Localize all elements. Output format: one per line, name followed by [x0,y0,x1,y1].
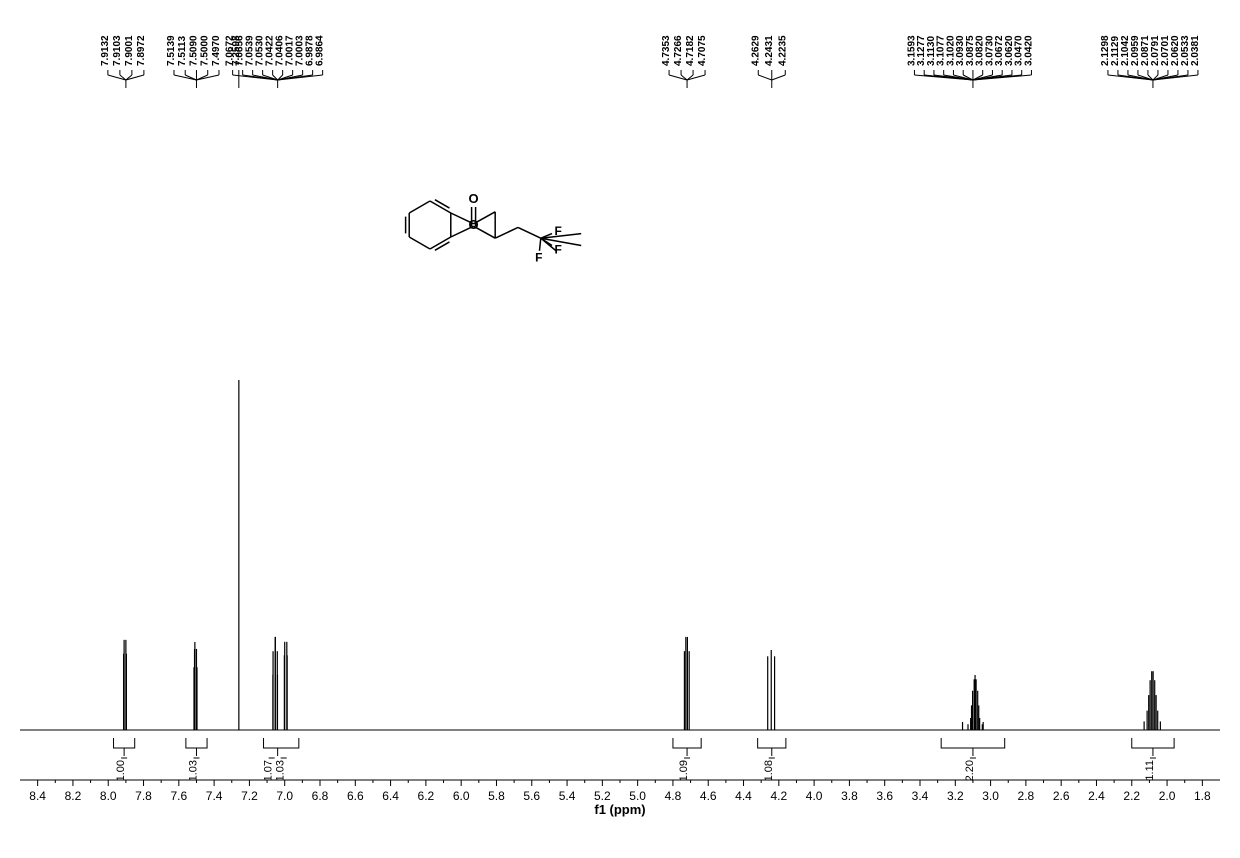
axis-tick-label: 8.0 [100,789,117,803]
peak-ppm-label: 7.5000 [200,35,211,66]
peak-ppm-label: 7.4970 [211,35,222,66]
integration-label: 1.00 [115,760,127,781]
peak-ppm-label: 7.5113 [177,36,188,66]
axis-tick-label: 6.4 [382,789,399,803]
svg-text:F: F [554,224,561,238]
svg-text:F: F [535,251,542,265]
nmr-spectrum-svg: 8.4 8.2 8.0 7.8 7.6 7.4 7.2 7.0 6.8 6.6 6.4 6.2 6.0 5… [0,0,1240,858]
axis-tick-label: 8.2 [65,789,82,803]
axis-tick-label: 2.8 [1018,789,1035,803]
peak-ppm-label: 4.7353 [661,35,672,66]
axis-tick-label: 4.6 [700,789,717,803]
axis-tick-label: 3.6 [876,789,893,803]
axis-tick-label: 7.2 [241,789,258,803]
peak-ppm-label: 7.5090 [188,35,199,66]
axis-tick-label: 6.0 [453,789,470,803]
integration-label: 1.03 [187,760,199,781]
peak-ppm-label: 7.9103 [112,35,123,66]
axis-tick-label: 1.8 [1194,789,1211,803]
axis-tick-label: 3.4 [912,789,929,803]
axis-tick-label: 2.2 [1123,789,1140,803]
peak-ppm-label: 7.8972 [136,35,147,66]
axis-tick-label: 6.6 [347,789,364,803]
axis-tick-label: 5.6 [523,789,540,803]
peak-ppm-label: 7.9132 [100,35,111,66]
axis-tick-label: 3.0 [982,789,999,803]
axis-tick-label: 5.4 [559,789,576,803]
axis-tick-label: 7.4 [206,789,223,803]
peak-ppm-label: 4.7075 [697,35,708,66]
peak-ppm-label: 4.2431 [764,35,775,66]
integration-label: 1.09 [678,760,690,781]
peak-ppm-label: 4.7266 [673,35,684,66]
peak-ppm-label: 7.5139 [166,35,177,66]
svg-text:F: F [554,242,561,256]
integration-label: 1.03 [275,760,287,781]
axis-tick-label: 4.4 [735,789,752,803]
axis-tick-label: 7.6 [170,789,187,803]
axis-tick-label: 7.0 [276,789,293,803]
peak-ppm-label: 7.9001 [124,35,135,66]
axis-tick-label: 7.8 [135,789,152,803]
peak-ppm-label: 4.7182 [685,35,696,66]
peak-ppm-label: 3.0420 [1023,35,1034,66]
axis-tick-label: 2.6 [1053,789,1070,803]
integration-label: 1.11 [1144,760,1156,781]
axis-label: f1 (ppm) [594,802,645,817]
axis-tick-label: 5.2 [594,789,611,803]
axis-tick-label: 4.8 [665,789,682,803]
peak-ppm-label: 4.2235 [777,35,788,66]
peak-ppm-label: 2.0381 [1190,35,1201,66]
axis-tick-label: 8.4 [29,789,46,803]
svg-text:O: O [469,217,479,232]
peak-ppm-label: 4.2629 [750,35,761,66]
axis-tick-label: 3.2 [947,789,964,803]
axis-tick-label: 6.2 [418,789,435,803]
axis-tick-label: 4.0 [806,789,823,803]
integration-label: 1.07 [263,760,275,781]
integration-label: 2.20 [964,760,976,781]
peak-ppm-label: 6.9864 [315,35,326,66]
axis-tick-label: 2.0 [1159,789,1176,803]
axis-tick-label: 6.8 [312,789,329,803]
axis-tick-label: 4.2 [770,789,787,803]
svg-text:O: O [469,191,479,206]
axis-tick-label: 5.8 [488,789,505,803]
axis-tick-label: 5.0 [629,789,646,803]
molecular-structure: OO FFF [406,191,582,265]
axis-tick-label: 2.4 [1088,789,1105,803]
nmr-spectrum-container: 8.4 8.2 8.0 7.8 7.6 7.4 7.2 7.0 6.8 6.6 6.4 6.2 6.0 5… [0,0,1240,858]
integration-label: 1.08 [763,760,775,781]
axis-tick-label: 3.8 [841,789,858,803]
